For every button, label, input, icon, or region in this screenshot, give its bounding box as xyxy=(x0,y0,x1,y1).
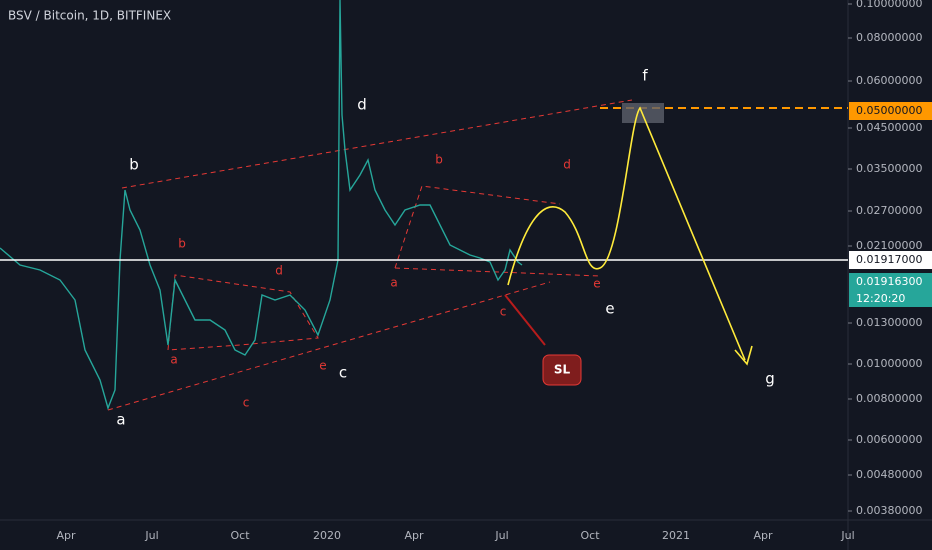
time-label: Apr xyxy=(753,529,773,542)
time-label: 2021 xyxy=(662,529,690,542)
wave-label: e xyxy=(605,300,614,318)
time-label: Jul xyxy=(840,529,854,542)
projection-arrowhead xyxy=(734,345,753,366)
subwave-label: d xyxy=(563,158,571,172)
stop-loss-label: SL xyxy=(554,363,571,377)
price-label: 0.03500000 xyxy=(856,162,922,175)
wave-label: f xyxy=(642,67,648,85)
price-label: 0.02700000 xyxy=(856,204,922,217)
price-label: 0.04500000 xyxy=(856,121,922,134)
price-label: 0.02100000 xyxy=(856,239,922,252)
current-price: 0.01917000 xyxy=(856,253,922,266)
time-label: Jul xyxy=(144,529,158,542)
wave-label: c xyxy=(339,364,347,382)
wave-label: d xyxy=(357,96,367,114)
last-price-box xyxy=(849,273,932,291)
subwave-label: e xyxy=(593,277,600,291)
price-label: 0.08000000 xyxy=(856,31,922,44)
subwave-label: e xyxy=(319,359,326,373)
subwave-label: b xyxy=(435,153,443,167)
subwave-label: d xyxy=(275,264,283,278)
time-label: Apr xyxy=(404,529,424,542)
price-label: 0.00380000 xyxy=(856,504,922,517)
bar-countdown-box xyxy=(849,291,932,307)
price-label: 0.06000000 xyxy=(856,74,922,87)
price-line xyxy=(0,0,523,411)
price-label: 0.10000000 xyxy=(856,0,922,10)
bar-countdown: 12:20:20 xyxy=(856,292,905,305)
stop-loss-pointer xyxy=(504,294,546,346)
time-label: Apr xyxy=(56,529,76,542)
target-price: 0.05000000 xyxy=(856,104,922,117)
subwave-label: c xyxy=(243,396,250,410)
time-label: Jul xyxy=(494,529,508,542)
stop-loss-box xyxy=(542,354,582,386)
subwave-label: a xyxy=(170,353,177,367)
price-label: 0.00800000 xyxy=(856,392,922,405)
price-label: 0.00480000 xyxy=(856,468,922,481)
price-label: 0.01000000 xyxy=(856,357,922,370)
wave-label: a xyxy=(116,411,125,429)
projection-path xyxy=(507,106,746,361)
last-price: 0.01916300 xyxy=(856,275,922,288)
channel-lines xyxy=(107,99,633,411)
target-price-box xyxy=(849,102,932,120)
target-zone xyxy=(622,103,664,123)
time-label: 2020 xyxy=(313,529,341,542)
subwave-label: a xyxy=(390,276,397,290)
subwave-label: b xyxy=(178,237,186,251)
current-price-box xyxy=(849,251,932,269)
time-label: Oct xyxy=(580,529,600,542)
time-label: Oct xyxy=(230,529,250,542)
price-label: 0.00600000 xyxy=(856,433,922,446)
symbol-title: BSV / Bitcoin, 1D, BITFINEX xyxy=(8,9,171,23)
wave-label: b xyxy=(129,156,139,174)
price-label: 0.01300000 xyxy=(856,316,922,329)
wave-label: g xyxy=(765,370,775,388)
subwave-label: c xyxy=(500,305,507,319)
